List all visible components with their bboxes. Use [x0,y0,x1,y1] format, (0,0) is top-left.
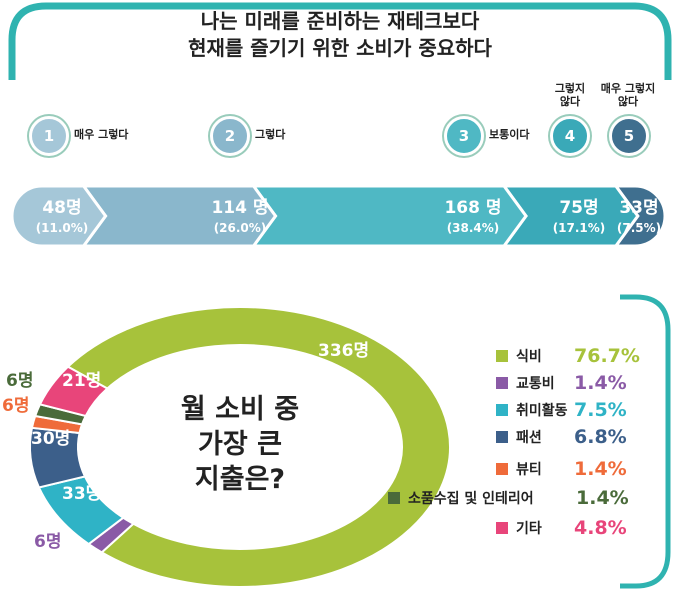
legend-percent-transport: 1.4% [574,372,627,394]
band-value-2: 114 명 (26.0%) [200,198,280,238]
rating-circle-5: 5 [609,116,649,156]
legend-swatch-hobby [496,404,508,416]
donut-slice-1 [66,306,451,588]
legend-swatch-beauty [496,463,508,475]
donut-label-food: 336명 [318,341,370,361]
rating-label-3: 보통이다 [489,128,530,141]
rating-label-5: 매우 그렇지 않다 [600,82,656,108]
donut-question-line-1: 월 소비 중 [180,394,300,425]
band-value-4: 75명 (17.1%) [544,198,614,238]
donut-slice-7 [38,365,110,418]
band-count-1: 48명 [42,198,82,218]
legend-name-hobby: 취미활동 [516,403,568,419]
legend-name-interior: 소품수집 및 인테리어 [408,491,534,507]
band-count-5: 33명 [619,198,659,218]
rating-label-1: 매우 그렇다 [74,128,129,141]
donut-question-line-2: 가장 큰 [198,429,282,460]
legend-name-fashion: 패션 [516,430,542,446]
legend-percent-other: 4.8% [574,517,627,539]
band-percent-2: (26.0%) [213,221,267,235]
band-value-3: 168 명 (38.4%) [428,198,518,238]
rating-label-4: 그렇지 않다 [554,82,586,108]
legend-percent-interior: 1.4% [576,487,629,509]
legend-name-transport: 교통비 [516,376,555,392]
donut-label-interior: 6명 [6,371,34,391]
legend-swatch-other [496,522,508,534]
band-count-3: 168 명 [444,198,502,218]
legend-item-beauty: 뷰티 1.4% [496,457,627,481]
legend-percent-fashion: 6.8% [574,426,627,448]
rating-circle-4: 4 [550,116,590,156]
legend-item-other: 기타 4.8% [496,516,627,540]
survey-title: 나는 미래를 준비하는 재테크보다 현재를 즐기기 위한 소비가 중요하다 [0,8,680,62]
donut-label-beauty: 6명 [2,396,30,416]
band-value-5: 33명 (7.5%) [612,198,666,238]
legend-swatch-transport [496,377,508,389]
band-percent-4: (17.1%) [552,221,606,235]
rating-circle-2: 2 [210,116,250,156]
donut-question: 월 소비 중 가장 큰 지출은? [150,392,330,497]
band-count-4: 75명 [559,198,599,218]
band-percent-3: (38.4%) [446,221,500,235]
legend-name-food: 식비 [516,349,542,365]
band-value-1: 48명 (11.0%) [22,198,102,238]
donut-label-other: 21명 [62,371,102,391]
legend-item-hobby: 취미활동 7.5% [496,398,627,422]
survey-title-line-2: 현재를 즐기기 위한 소비가 중요하다 [188,36,492,60]
rating-label-2: 그렇다 [255,128,286,141]
legend-name-other: 기타 [516,521,542,537]
band-segment-1 [10,184,108,248]
donut-label-transport: 6명 [34,532,62,552]
band-percent-5: (7.5%) [616,221,662,235]
legend-percent-beauty: 1.4% [574,458,627,480]
band-percent-1: (11.0%) [35,221,89,235]
legend-item-transport: 교통비 1.4% [496,371,627,395]
legend-swatch-food [496,350,508,362]
legend-item-food: 식비 76.7% [496,344,640,368]
legend-item-interior: 소품수집 및 인테리어 1.4% [388,486,629,510]
legend-swatch-interior [388,492,400,504]
survey-title-line-1: 나는 미래를 준비하는 재테크보다 [200,9,480,33]
legend-name-beauty: 뷰티 [516,462,542,478]
rating-circle-1: 1 [29,116,69,156]
legend-swatch-fashion [496,431,508,443]
legend-item-fashion: 패션 6.8% [496,425,627,449]
donut-question-line-3: 지출은? [194,464,286,495]
legend-percent-food: 76.7% [574,345,640,367]
rating-circle-3: 3 [444,116,484,156]
band-count-2: 114 명 [211,198,269,218]
donut-label-hobby: 33명 [62,484,102,504]
legend-percent-hobby: 7.5% [574,399,627,421]
donut-label-fashion: 30명 [31,429,71,449]
